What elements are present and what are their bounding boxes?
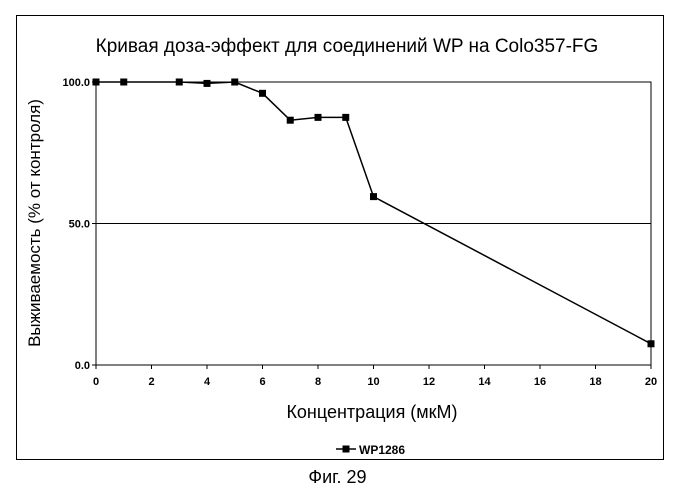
x-tick-label: 0 bbox=[93, 376, 99, 388]
legend: WP1286 bbox=[336, 443, 405, 457]
chart-title: Кривая доза-эффект для соединений WP на … bbox=[96, 36, 599, 57]
x-tick-label: 16 bbox=[534, 376, 546, 388]
data-point bbox=[93, 79, 100, 86]
legend-marker-swatch bbox=[343, 446, 350, 453]
data-point bbox=[287, 117, 294, 124]
series-line bbox=[96, 82, 651, 344]
x-axis-label: Концентрация (мкМ) bbox=[286, 402, 457, 422]
data-point bbox=[370, 193, 377, 200]
data-point bbox=[342, 114, 349, 121]
legend-label: WP1286 bbox=[359, 443, 405, 457]
y-tick-label: 50.0 bbox=[69, 219, 90, 231]
x-tick-label: 4 bbox=[204, 376, 211, 388]
data-point bbox=[315, 114, 322, 121]
y-axis-label: Выживаемость (% от контроля) bbox=[25, 99, 44, 347]
data-point bbox=[648, 340, 655, 347]
x-tick-label: 20 bbox=[645, 376, 657, 388]
x-tick-label: 18 bbox=[589, 376, 601, 388]
x-tick-label: 2 bbox=[148, 376, 154, 388]
y-tick-label: 0.0 bbox=[75, 360, 90, 372]
x-tick-label: 14 bbox=[478, 376, 491, 388]
x-tick-label: 6 bbox=[259, 376, 265, 388]
data-point bbox=[176, 79, 183, 86]
x-tick-label: 10 bbox=[367, 376, 379, 388]
data-point bbox=[231, 79, 238, 86]
figure-caption: Фиг. 29 bbox=[0, 467, 675, 488]
data-point bbox=[259, 90, 266, 97]
x-tick-label: 8 bbox=[315, 376, 321, 388]
x-tick-label: 12 bbox=[423, 376, 435, 388]
data-point bbox=[120, 79, 127, 86]
y-tick-label: 100.0 bbox=[62, 77, 90, 89]
data-point bbox=[204, 80, 211, 87]
